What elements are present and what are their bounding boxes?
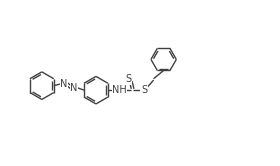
Text: S: S — [141, 85, 147, 95]
Text: N: N — [70, 83, 78, 92]
Text: NH: NH — [112, 85, 127, 95]
Text: S: S — [125, 74, 131, 84]
Text: N: N — [60, 79, 67, 89]
